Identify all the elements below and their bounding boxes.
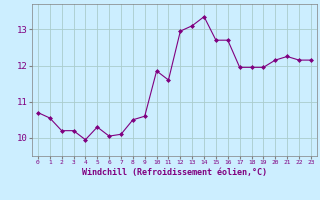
X-axis label: Windchill (Refroidissement éolien,°C): Windchill (Refroidissement éolien,°C) xyxy=(82,168,267,177)
